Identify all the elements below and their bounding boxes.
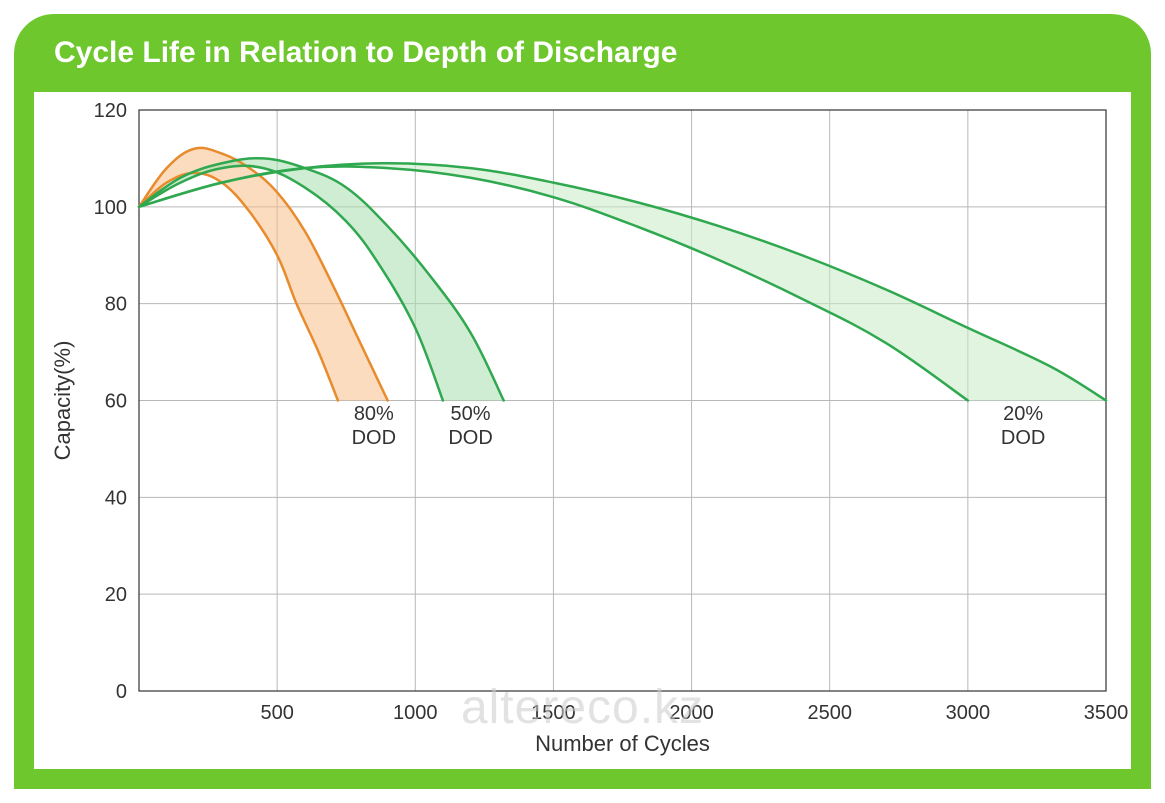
chart-frame: Cycle Life in Relation to Depth of Disch…: [14, 14, 1151, 789]
series-label: 20%: [1003, 403, 1043, 425]
chart-title-bar: Cycle Life in Relation to Depth of Disch…: [14, 14, 1151, 92]
plot-panel: 80%DOD50%DOD20%DOD5001000150020002500300…: [34, 92, 1131, 769]
page-root: Cycle Life in Relation to Depth of Disch…: [0, 0, 1165, 803]
series-label: 80%: [354, 403, 394, 425]
y-axis-label: Capacity(%): [50, 341, 75, 461]
watermark: altereco.kz: [461, 681, 704, 734]
y-tick-label: 20: [105, 584, 127, 606]
x-axis-label: Number of Cycles: [535, 731, 710, 756]
y-tick-label: 120: [94, 100, 127, 122]
x-tick-label: 3500: [1084, 702, 1129, 724]
series-label: DOD: [352, 427, 396, 449]
y-tick-label: 40: [105, 487, 127, 509]
chart-title: Cycle Life in Relation to Depth of Disch…: [54, 36, 677, 70]
series-label: DOD: [448, 427, 492, 449]
x-tick-label: 1000: [393, 702, 438, 724]
x-tick-label: 3000: [946, 702, 991, 724]
series-label: DOD: [1001, 427, 1045, 449]
series-label: 50%: [451, 403, 491, 425]
x-tick-label: 500: [260, 702, 293, 724]
x-tick-label: 2500: [807, 702, 852, 724]
y-tick-label: 60: [105, 391, 127, 413]
y-tick-label: 100: [94, 197, 127, 219]
y-tick-label: 80: [105, 294, 127, 316]
y-tick-label: 0: [116, 681, 127, 703]
chart-svg: 80%DOD50%DOD20%DOD5001000150020002500300…: [34, 92, 1131, 769]
